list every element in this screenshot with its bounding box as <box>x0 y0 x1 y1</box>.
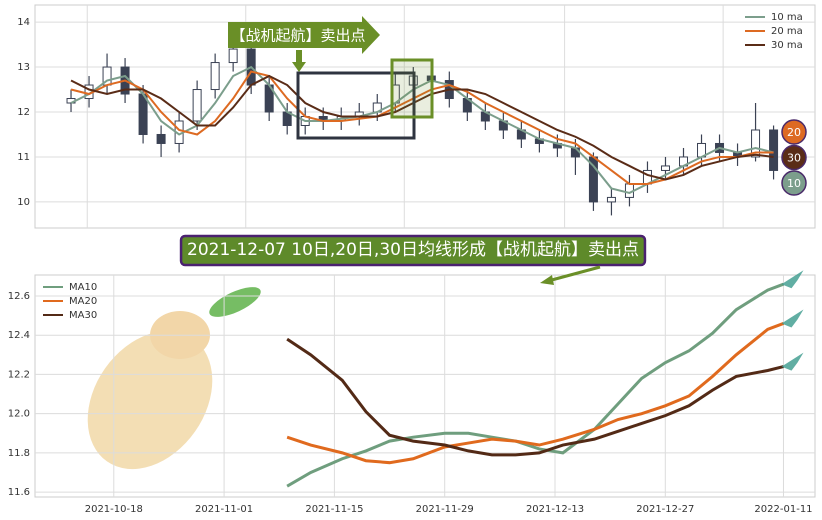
candle-body <box>228 48 238 64</box>
ma-line <box>70 65 774 194</box>
badge-label: 30 <box>787 152 801 165</box>
ma-line <box>286 322 785 465</box>
title-pointer-head <box>540 275 554 285</box>
annotation-text: 【战机起航】卖出点 <box>230 27 365 45</box>
candle-body <box>210 62 220 91</box>
legend-label: MA20 <box>69 296 97 307</box>
ma-line <box>70 74 774 181</box>
plane-icon <box>781 309 804 328</box>
candle-body <box>660 165 670 171</box>
x-tick-label: 2021-11-29 <box>416 504 474 515</box>
chart-title: 2021-12-07 10日,20日,30日均线形成【战机起航】卖出点 <box>187 240 639 260</box>
y-tick-label: 12.4 <box>8 330 30 341</box>
badge <box>781 144 807 171</box>
highlight-box <box>390 58 434 119</box>
candle-body <box>138 93 148 135</box>
y-tick-label: 11 <box>17 152 30 163</box>
legend-label: MA30 <box>69 310 97 321</box>
candle-body <box>192 89 202 122</box>
y-tick-label: 12.6 <box>8 291 30 302</box>
x-tick-label: 2022-01-11 <box>754 504 812 515</box>
y-tick-label: 12 <box>17 107 30 118</box>
candle-body <box>156 133 166 144</box>
x-tick-label: 2021-10-18 <box>85 504 143 515</box>
x-tick-label: 2021-12-27 <box>636 504 694 515</box>
ma-line <box>70 70 774 185</box>
y-tick-label: 14 <box>17 17 30 28</box>
annotation-pointer <box>292 50 306 72</box>
x-tick-label: 2021-11-15 <box>305 504 363 515</box>
y-tick-label: 11.6 <box>8 487 30 498</box>
badge <box>781 119 807 145</box>
dog-illustration <box>87 287 261 470</box>
x-tick-label: 2021-12-13 <box>526 504 584 515</box>
title-banner <box>179 234 647 267</box>
y-tick-label: 10 <box>17 197 30 208</box>
y-tick-label: 11.8 <box>8 448 30 459</box>
y-tick-label: 12.0 <box>8 409 30 420</box>
legend-label: 20 ma <box>771 26 803 37</box>
candle-body <box>769 129 779 171</box>
title-pointer <box>547 265 601 283</box>
candle-body <box>606 196 616 203</box>
x-tick-label: 2021-11-01 <box>195 504 253 515</box>
y-tick-label: 12.2 <box>8 369 30 380</box>
y-tick-label: 13 <box>17 62 30 73</box>
plane-icon <box>781 270 804 289</box>
plane-icon <box>781 352 804 371</box>
legend-label: 30 ma <box>771 40 803 51</box>
highlight-box <box>296 71 416 140</box>
badge-label: 20 <box>787 126 801 139</box>
ma-line <box>286 337 784 457</box>
annotation-arrow <box>228 16 380 54</box>
candle-body <box>751 129 761 158</box>
badge <box>781 170 807 196</box>
legend-label: MA10 <box>69 282 97 293</box>
ma-line <box>286 282 785 488</box>
badge-label: 10 <box>787 177 801 190</box>
legend-label: 10 ma <box>771 12 803 23</box>
